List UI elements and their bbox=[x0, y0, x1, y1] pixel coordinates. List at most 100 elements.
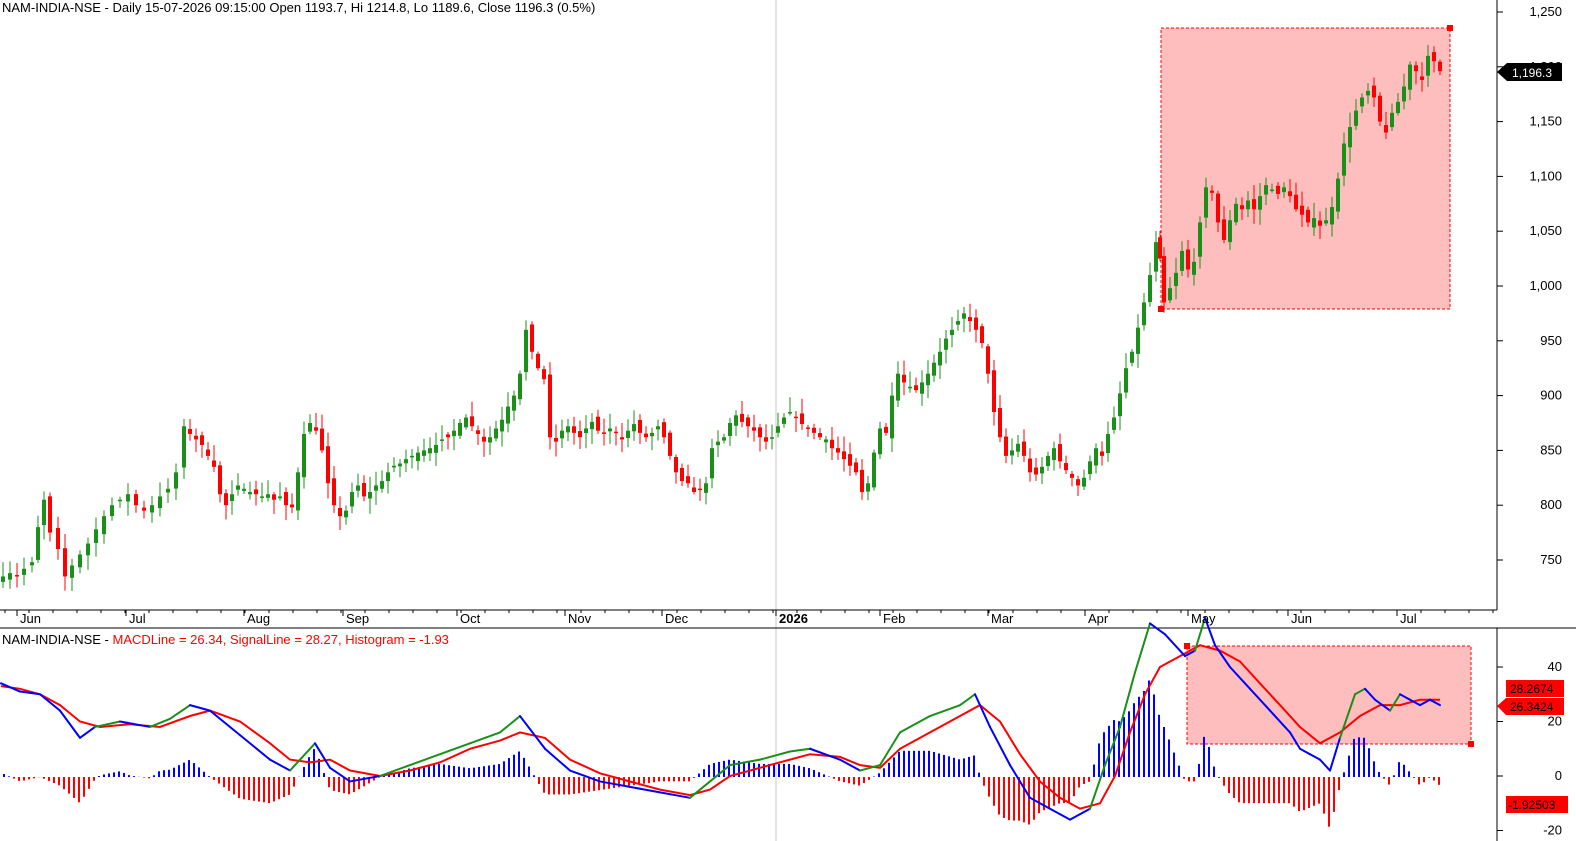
price-highlight-handle-bottom[interactable] bbox=[1158, 306, 1164, 312]
candle bbox=[1222, 206, 1226, 244]
candle bbox=[42, 491, 46, 540]
candle bbox=[1414, 61, 1418, 85]
candle bbox=[338, 496, 342, 530]
candle bbox=[464, 414, 468, 430]
candle bbox=[494, 420, 498, 442]
candle bbox=[602, 418, 606, 446]
macd-line-segment bbox=[1339, 693, 1356, 739]
candle bbox=[524, 320, 528, 381]
time-x-tick-label: Jul bbox=[129, 611, 146, 626]
macd-line-segment bbox=[569, 769, 601, 783]
candle bbox=[102, 510, 106, 544]
candle bbox=[134, 489, 138, 513]
candle bbox=[980, 323, 984, 349]
candle bbox=[434, 432, 438, 466]
last-price-value: 1,196.3 bbox=[1512, 66, 1552, 80]
candle bbox=[63, 534, 67, 591]
candle bbox=[1142, 293, 1146, 331]
candle bbox=[848, 442, 852, 476]
candle bbox=[926, 360, 930, 399]
candle bbox=[530, 321, 534, 360]
candle bbox=[722, 433, 726, 444]
macd-highlight-handle-bottom[interactable] bbox=[1468, 741, 1474, 747]
time-x-tick-label: May bbox=[1191, 611, 1216, 626]
candle bbox=[1082, 469, 1086, 491]
macd-line-segment bbox=[1249, 687, 1271, 712]
time-x-tick-label: Nov bbox=[568, 611, 592, 626]
candle bbox=[566, 418, 570, 442]
macd-line-segment bbox=[959, 693, 976, 707]
macd-line-segment bbox=[59, 709, 81, 739]
macd-highlight-zone[interactable] bbox=[1186, 645, 1472, 745]
candle bbox=[632, 410, 636, 441]
candle bbox=[110, 497, 114, 521]
candle bbox=[656, 419, 660, 441]
candle bbox=[830, 426, 834, 460]
candle bbox=[446, 431, 450, 450]
candle bbox=[188, 419, 192, 441]
candle bbox=[662, 418, 666, 444]
signal-line bbox=[0, 644, 1440, 810]
candle bbox=[206, 442, 210, 461]
candle bbox=[758, 423, 762, 452]
candle bbox=[1378, 92, 1382, 127]
candle bbox=[48, 492, 52, 542]
time-x-tick-label: Feb bbox=[883, 611, 905, 626]
macd-line-segment bbox=[39, 693, 61, 712]
price-highlight-handle-top[interactable] bbox=[1447, 25, 1453, 31]
candle bbox=[78, 550, 82, 574]
candle bbox=[1040, 457, 1044, 484]
macd-line-segment bbox=[379, 764, 411, 777]
candle bbox=[1076, 475, 1080, 497]
candle bbox=[1192, 248, 1196, 286]
candle bbox=[542, 365, 546, 385]
candle bbox=[392, 457, 396, 473]
macd-line-segment bbox=[1299, 747, 1311, 756]
macd-line-segment bbox=[689, 780, 711, 799]
price-y-tick-label: 1,000 bbox=[1529, 278, 1562, 293]
candle bbox=[692, 477, 696, 495]
candle bbox=[488, 426, 492, 455]
candle bbox=[374, 471, 378, 505]
candle bbox=[126, 483, 130, 516]
price-y-tick-label: 850 bbox=[1540, 442, 1562, 457]
candle bbox=[1420, 62, 1424, 92]
candle bbox=[1252, 185, 1256, 224]
candle bbox=[1124, 353, 1128, 399]
macd-line-segment bbox=[1134, 622, 1151, 674]
price-y-tick-label: 750 bbox=[1540, 552, 1562, 567]
macd-line-segment bbox=[1389, 693, 1401, 712]
price-y-tick-label: 950 bbox=[1540, 333, 1562, 348]
candle bbox=[902, 360, 906, 396]
candle bbox=[362, 475, 366, 502]
candle bbox=[698, 478, 702, 501]
candle bbox=[818, 427, 822, 441]
candle bbox=[872, 449, 876, 491]
price-y-tick-label: 1,150 bbox=[1529, 114, 1562, 129]
candle bbox=[1058, 433, 1062, 469]
candle bbox=[908, 371, 912, 393]
candle bbox=[350, 482, 354, 514]
macd-line-segment bbox=[1229, 666, 1251, 690]
candle bbox=[1336, 172, 1340, 220]
candle bbox=[200, 431, 204, 458]
macd-line-segment bbox=[519, 715, 546, 750]
candle bbox=[1324, 207, 1328, 226]
macd-y-tick-label: 0 bbox=[1555, 768, 1562, 783]
candle bbox=[1016, 435, 1020, 458]
candle bbox=[290, 493, 294, 514]
candle bbox=[1270, 183, 1274, 193]
candle bbox=[1094, 443, 1098, 474]
price-highlight-zone[interactable] bbox=[1160, 27, 1451, 310]
candle bbox=[1028, 448, 1032, 482]
macd-highlight-handle-top[interactable] bbox=[1184, 643, 1190, 649]
candle bbox=[344, 505, 348, 525]
candle bbox=[302, 421, 306, 489]
candle bbox=[230, 480, 234, 515]
macd-line-segment bbox=[1104, 725, 1121, 767]
candle bbox=[1360, 93, 1364, 114]
candle bbox=[674, 454, 678, 484]
macd-line-segment bbox=[709, 764, 731, 783]
candle bbox=[572, 416, 576, 445]
